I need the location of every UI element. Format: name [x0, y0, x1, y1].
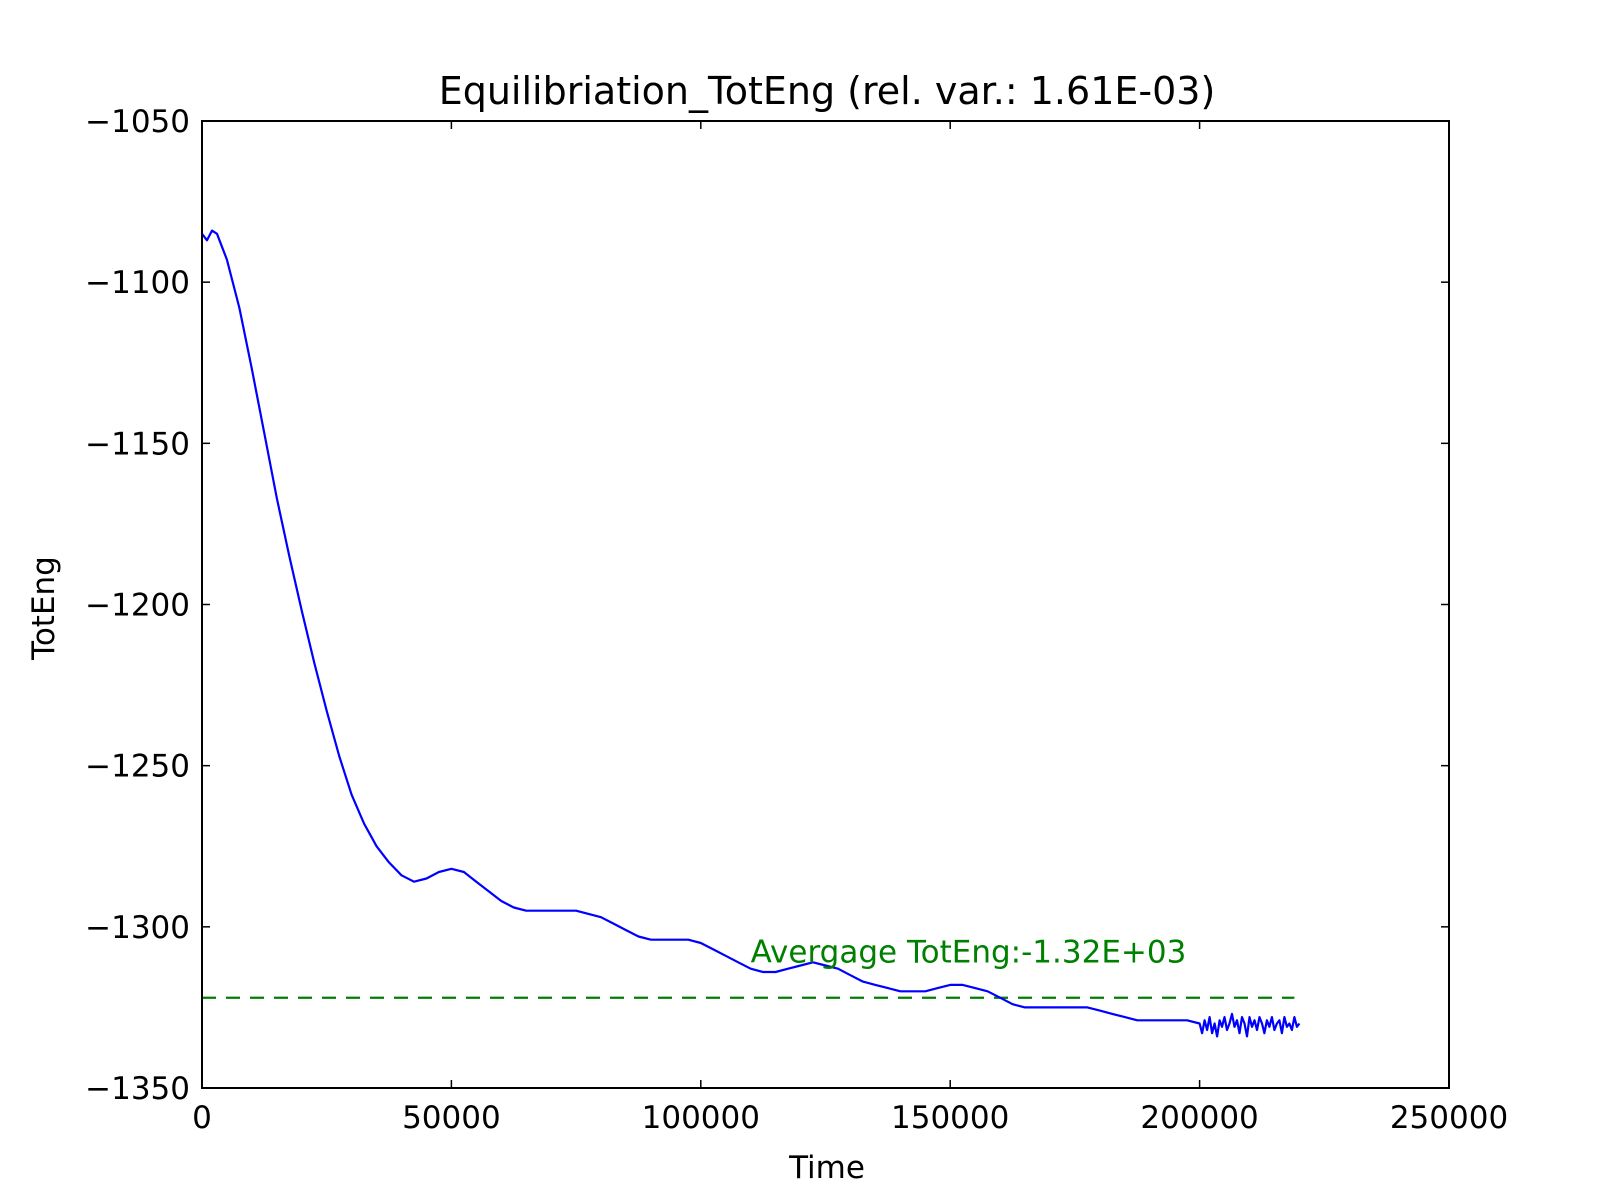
plot-area	[202, 121, 1449, 1088]
average-annotation: Avergage TotEng:-1.32E+03	[751, 934, 1187, 970]
x-tick-label-0: 0	[192, 1100, 212, 1136]
y-tick-label-2: −1150	[85, 426, 190, 462]
y-tick-label-0: −1050	[85, 104, 190, 140]
y-tick-label-4: −1250	[85, 749, 190, 785]
x-tick-label-5: 250000	[1390, 1100, 1508, 1136]
y-axis-label: TotEng	[26, 556, 62, 661]
chart-title: Equilibriation_TotEng (rel. var.: 1.61E-…	[439, 69, 1216, 113]
y-tick-label-1: −1100	[85, 265, 190, 301]
x-tick-label-3: 150000	[891, 1100, 1009, 1136]
x-tick-label-4: 200000	[1140, 1100, 1258, 1136]
y-tick-label-6: −1350	[85, 1071, 190, 1107]
x-tick-label-1: 50000	[402, 1100, 501, 1136]
series-line-0	[201, 229, 1301, 1038]
y-tick-label-3: −1200	[85, 588, 190, 624]
x-axis-label: Time	[788, 1150, 865, 1186]
x-tick-label-2: 100000	[642, 1100, 760, 1136]
y-tick-label-5: −1300	[85, 910, 190, 946]
